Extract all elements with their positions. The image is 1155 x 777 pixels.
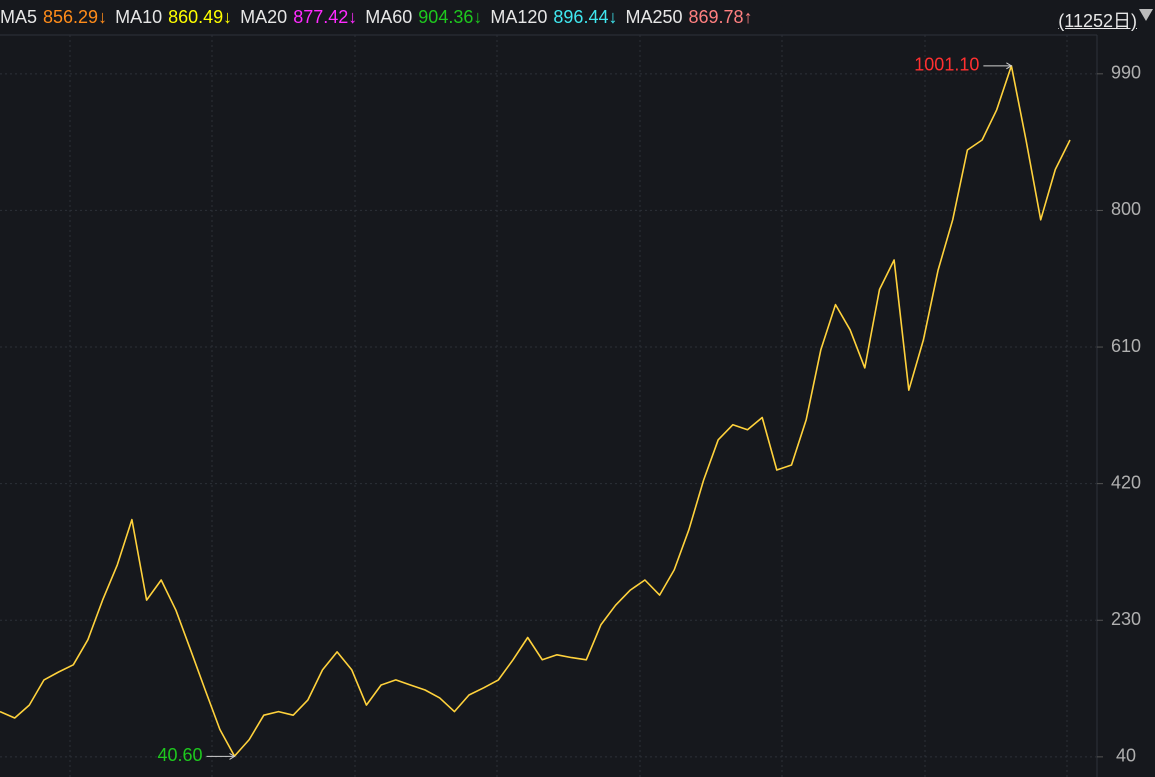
ma-name: MA5	[0, 6, 38, 27]
ma-arrow: ↓	[473, 6, 483, 27]
annotation-label: 1001.10	[914, 55, 979, 75]
y-tick-label: 420	[1111, 472, 1141, 492]
v-grid	[69, 35, 1068, 777]
price-line	[0, 65, 1071, 757]
ma-value: 869.78	[688, 6, 744, 27]
y-tick-label: 230	[1111, 609, 1141, 629]
ma-arrow: ↓	[348, 6, 358, 27]
arrow-head	[229, 753, 236, 760]
dropdown-icon[interactable]	[1139, 9, 1153, 21]
ma-arrow: ↓	[98, 6, 108, 27]
ma-name: MA20	[240, 6, 288, 27]
y-tick-label: 800	[1111, 199, 1141, 219]
period-selector[interactable]: (11252日)	[1058, 11, 1137, 31]
ma-value: 904.36	[418, 6, 474, 27]
arrow-head	[1006, 62, 1013, 70]
ma-legend: MA5 856.29 ↓ MA10 860.49 ↓ MA20 877.42 ↓ MA60 904.…	[0, 0, 1155, 34]
ma-value: 896.44	[553, 6, 609, 27]
ma-name: MA10	[115, 6, 163, 27]
ma-name: MA120	[490, 6, 548, 27]
ma-arrow: ↓	[223, 6, 233, 27]
ma-value: 860.49	[168, 6, 224, 27]
ma-arrow: ↓	[608, 6, 618, 27]
ma-name: MA60	[365, 6, 413, 27]
ma-name: MA250	[625, 6, 683, 27]
ma-value: 856.29	[43, 6, 99, 27]
y-tick-label: 610	[1111, 336, 1141, 356]
ma-value: 877.42	[293, 6, 349, 27]
annotation-label: 40.60	[157, 745, 202, 765]
y-tick-label: 40	[1116, 746, 1136, 766]
ma-arrow: ↑	[743, 6, 753, 27]
y-tick-label: 990	[1111, 63, 1141, 83]
